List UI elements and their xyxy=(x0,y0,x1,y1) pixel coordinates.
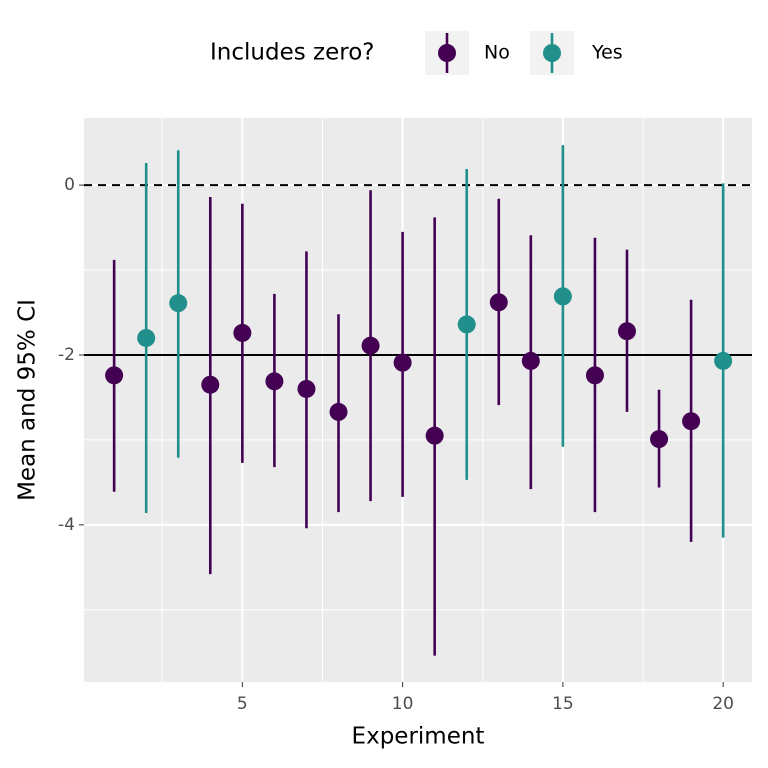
point xyxy=(265,372,284,391)
panel xyxy=(84,118,752,682)
point xyxy=(361,336,380,355)
point xyxy=(553,287,572,306)
point xyxy=(169,294,188,313)
point xyxy=(137,328,156,347)
legend-key-point xyxy=(438,44,456,62)
point xyxy=(714,351,733,370)
point xyxy=(105,366,124,385)
point xyxy=(650,430,669,449)
point xyxy=(489,293,508,312)
point xyxy=(682,412,701,431)
y-tick-label: -4 xyxy=(58,515,75,535)
legend-label: Yes xyxy=(591,42,623,64)
x-tick-label: 10 xyxy=(392,694,414,714)
y-axis-title: Mean and 95% CI xyxy=(15,299,41,501)
x-tick-label: 20 xyxy=(712,694,734,714)
point xyxy=(617,322,636,341)
legend-key-point xyxy=(543,44,561,62)
point xyxy=(521,351,540,370)
point xyxy=(457,315,476,334)
legend-label: No xyxy=(484,42,510,64)
x-axis-title: Experiment xyxy=(352,724,485,750)
y-tick-label: 0 xyxy=(64,175,75,195)
point xyxy=(425,426,444,445)
x-tick-label: 15 xyxy=(552,694,574,714)
y-tick-label: -2 xyxy=(58,345,75,365)
point xyxy=(585,366,604,385)
legend-title: Includes zero? xyxy=(210,40,374,66)
point xyxy=(297,379,316,398)
x-tick-label: 5 xyxy=(237,694,248,714)
point xyxy=(329,402,348,421)
point xyxy=(233,323,252,342)
point xyxy=(201,375,220,394)
point xyxy=(393,353,412,372)
